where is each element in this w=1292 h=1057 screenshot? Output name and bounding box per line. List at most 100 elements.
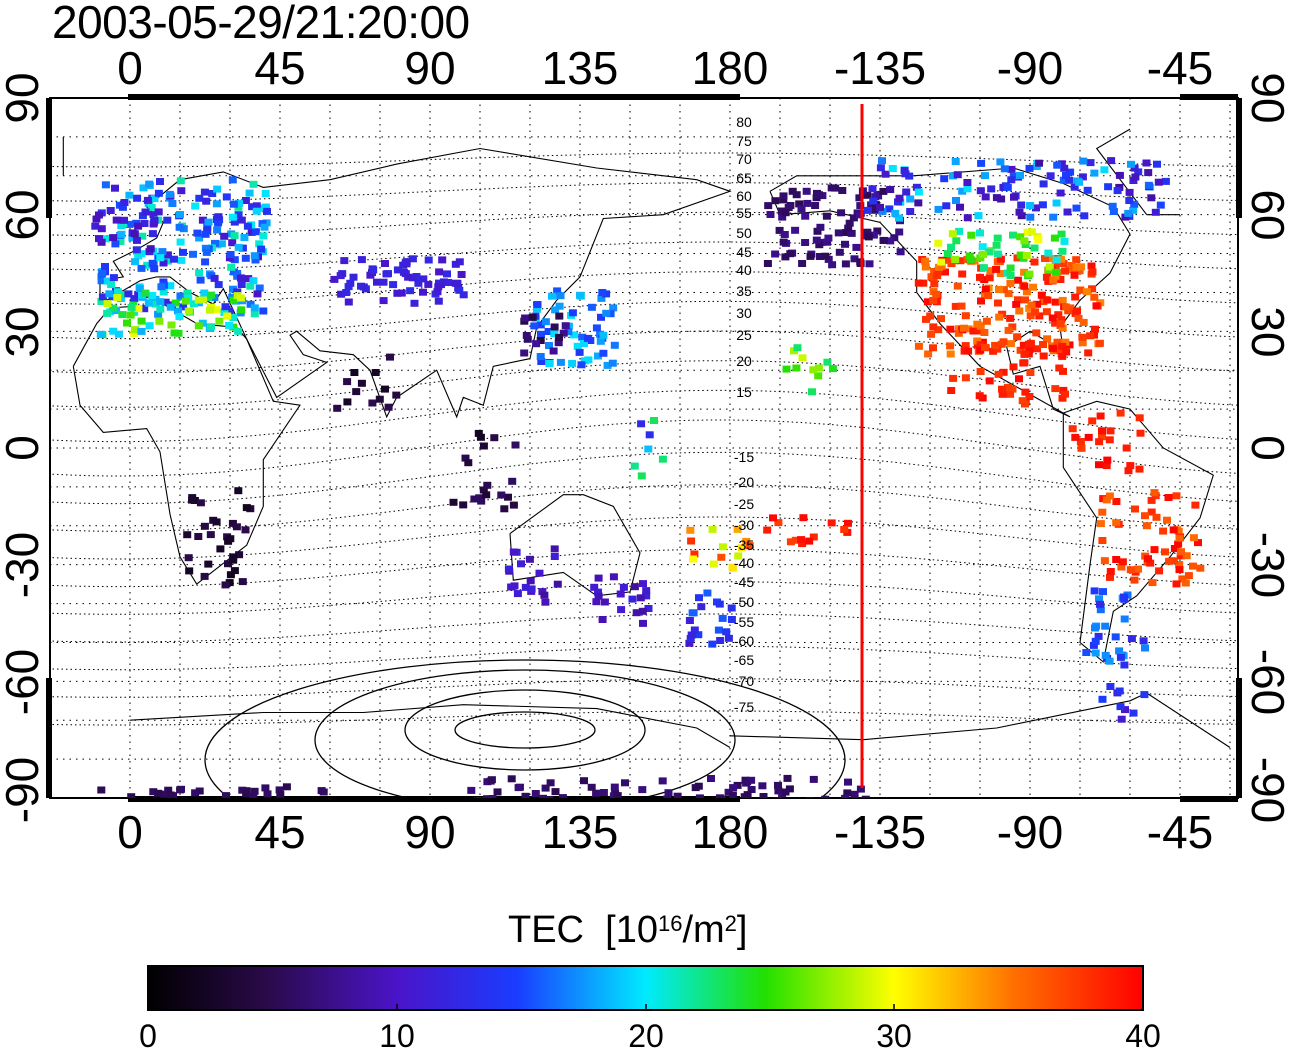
tec-pixel — [974, 212, 983, 220]
tec-pixel — [212, 200, 221, 208]
tec-pixel — [1144, 555, 1152, 563]
tec-pixel — [1102, 496, 1111, 504]
tec-pixel — [798, 540, 807, 548]
tec-pixel — [1044, 277, 1053, 285]
tec-pixel — [1127, 635, 1136, 643]
tec-pixel — [594, 588, 602, 596]
tec-pixel — [934, 239, 943, 247]
tec-pixel — [881, 170, 890, 178]
tec-pixel — [1112, 556, 1121, 563]
tec-pixel — [841, 260, 850, 268]
tec-pixel — [1079, 157, 1088, 165]
tec-pixel — [927, 273, 936, 281]
tec-pixel — [419, 288, 427, 296]
tec-pixel — [229, 296, 238, 304]
colorbar-unit-exp: 16 — [657, 911, 683, 936]
tec-pixel — [977, 297, 985, 305]
tec-pixel — [259, 307, 268, 315]
tec-pixel — [487, 776, 496, 784]
tec-pixel — [1013, 333, 1022, 341]
tec-pixel — [373, 278, 381, 286]
tec-pixel — [1020, 359, 1029, 367]
tec-pixel — [952, 237, 961, 245]
tec-pixel — [248, 203, 257, 211]
tec-pixel — [408, 274, 417, 282]
tec-pixel — [906, 195, 915, 203]
tec-pixel — [594, 592, 603, 600]
tec-pixel — [1025, 346, 1034, 354]
tec-pixel — [342, 289, 351, 296]
tec-pixel — [1015, 375, 1023, 383]
tec-pixel — [204, 218, 213, 226]
tec-pixel — [1194, 539, 1202, 547]
tec-pixel — [979, 250, 988, 258]
tec-pixel — [181, 297, 190, 305]
tec-pixel — [863, 206, 872, 214]
tec-pixel — [1042, 308, 1051, 316]
colorbar-title-label: TEC — [508, 909, 584, 951]
tec-pixel — [1058, 296, 1067, 304]
tec-pixel — [797, 205, 806, 213]
tec-pixel — [533, 305, 541, 313]
tec-pixel — [150, 216, 159, 224]
tec-pixel — [785, 785, 794, 793]
tec-pixel — [126, 311, 135, 319]
tec-pixel — [131, 326, 140, 334]
tec-pixel — [864, 233, 873, 241]
tec-pixel — [1196, 564, 1205, 572]
tec-pixel — [1148, 579, 1157, 587]
tec-pixel — [816, 223, 825, 231]
tec-pixel — [474, 429, 483, 437]
tec-pixel — [1058, 342, 1067, 350]
contour-label: -35 — [734, 537, 754, 553]
tec-pixel — [106, 207, 115, 214]
tec-pixel — [947, 387, 956, 394]
tec-pixel — [151, 300, 160, 308]
tec-pixel — [876, 164, 885, 172]
tec-pixel — [690, 626, 699, 634]
tec-pixel — [573, 342, 582, 350]
tec-pixel — [528, 313, 537, 321]
tec-pixel — [580, 340, 588, 347]
tec-pixel — [154, 208, 163, 216]
tec-pixel — [779, 238, 788, 246]
tec-pixel — [114, 330, 123, 338]
tec-pixel — [828, 365, 837, 373]
tec-pixel — [951, 256, 960, 263]
tec-pixel — [174, 329, 183, 337]
tec-pixel — [235, 551, 244, 559]
tec-pixel — [533, 301, 542, 308]
tec-pixel — [203, 227, 212, 234]
tec-pixel — [606, 310, 615, 318]
tec-pixel — [799, 514, 808, 522]
tec-pixel — [1079, 318, 1088, 326]
tec-pixel — [434, 283, 443, 291]
tec-pixel — [863, 191, 872, 199]
tec-pixel — [996, 158, 1005, 166]
tec-pixel — [1086, 332, 1095, 340]
contour-label: 55 — [736, 205, 752, 221]
tec-pixel — [856, 202, 865, 210]
tec-pixel — [997, 340, 1006, 348]
tec-pixel — [198, 216, 207, 224]
tec-pixel — [673, 792, 682, 798]
map-frame — [46, 94, 1242, 802]
tec-pixel — [763, 260, 772, 267]
tec-pixel — [174, 307, 182, 315]
tec-pixel — [994, 299, 1002, 307]
tec-pixel — [1060, 164, 1069, 172]
tec-pixel — [759, 793, 768, 798]
bottom-tick: 90 — [404, 806, 455, 858]
tec-pixel — [120, 199, 129, 206]
tec-pixel — [1164, 494, 1173, 501]
tec-pixel — [1092, 302, 1101, 310]
tec-pixel — [1113, 187, 1122, 195]
tec-pixel — [771, 197, 780, 205]
tec-pixel — [424, 280, 433, 288]
tec-pixel — [1058, 247, 1067, 255]
tec-pixel — [201, 244, 210, 252]
tec-pixel — [998, 390, 1007, 398]
tec-pixel — [536, 353, 545, 360]
tec-pixel — [1144, 169, 1153, 177]
tec-pixel — [229, 556, 238, 564]
